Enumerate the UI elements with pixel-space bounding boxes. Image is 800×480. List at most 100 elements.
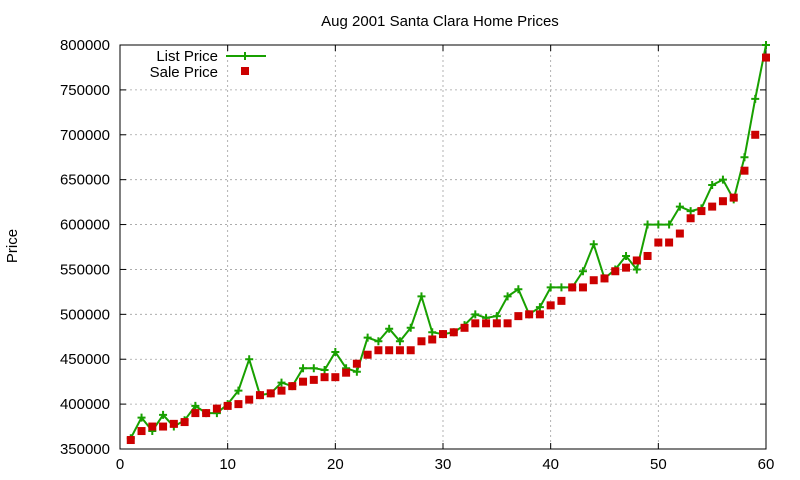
- data-point-sale-price: [255, 391, 264, 400]
- data-point-sale-price: [729, 193, 738, 202]
- data-point-list-price: [535, 303, 544, 312]
- data-point-sale-price: [751, 130, 760, 139]
- data-point-sale-price: [482, 319, 491, 328]
- data-point-sale-price: [137, 427, 146, 436]
- data-point-list-price: [740, 153, 749, 162]
- data-point-sale-price: [740, 166, 749, 175]
- data-point-sale-price: [395, 346, 404, 355]
- legend: List Price Sale Price: [150, 48, 266, 81]
- data-point-sale-price: [439, 330, 447, 339]
- data-point-sale-price: [762, 53, 770, 62]
- data-point-sale-price: [697, 207, 706, 216]
- data-point-sale-price: [352, 359, 361, 368]
- data-point-sale-price: [126, 436, 135, 445]
- data-point-list-price: [675, 202, 684, 211]
- y-tick-label: 450000: [60, 351, 110, 368]
- data-point-sale-price: [159, 422, 168, 431]
- legend-marker-sale-price: [241, 67, 249, 75]
- data-point-sale-price: [406, 346, 415, 355]
- data-point-list-price: [234, 386, 243, 395]
- data-point-list-price: [632, 265, 641, 274]
- data-point-list-price: [191, 401, 200, 410]
- data-point-list-price: [417, 292, 426, 301]
- x-tick-label: 50: [650, 456, 667, 473]
- data-point-list-price: [546, 283, 555, 292]
- y-tick-label: 600000: [60, 217, 110, 234]
- data-point-list-price: [589, 240, 598, 249]
- data-point-list-price: [428, 328, 437, 337]
- data-point-sale-price: [428, 335, 437, 344]
- data-point-list-price: [331, 348, 340, 357]
- data-point-sale-price: [675, 229, 684, 238]
- data-point-sale-price: [234, 400, 243, 409]
- data-point-list-price: [299, 364, 308, 373]
- data-point-list-price: [320, 365, 329, 374]
- axis-ticks: 0 10 20 30 40 50 60 350000 400000 450000 500000 550…: [60, 37, 774, 473]
- data-point-list-price: [385, 324, 394, 333]
- y-tick-label: 800000: [60, 37, 110, 54]
- y-tick-label: 400000: [60, 396, 110, 413]
- x-tick-label: 10: [219, 456, 236, 473]
- y-tick-label: 500000: [60, 306, 110, 323]
- data-point-sale-price: [514, 312, 523, 321]
- data-point-sale-price: [643, 251, 652, 260]
- data-point-list-price: [374, 337, 383, 346]
- data-point-sale-price: [460, 323, 469, 332]
- data-point-list-price: [654, 220, 663, 229]
- y-tick-label: 700000: [60, 127, 110, 144]
- data-point-sale-price: [589, 276, 598, 285]
- data-point-sale-price: [622, 263, 631, 272]
- legend-marker-list-price: [241, 52, 249, 60]
- x-tick-label: 60: [758, 456, 775, 473]
- data-point-list-price: [159, 410, 168, 419]
- grid: [120, 45, 766, 449]
- data-point-list-price: [751, 94, 760, 103]
- data-point-list-price: [578, 267, 587, 276]
- data-point-list-price: [137, 413, 146, 422]
- data-point-sale-price: [180, 418, 189, 427]
- data-point-sale-price: [148, 422, 157, 431]
- x-tick-label: 40: [542, 456, 559, 473]
- data-point-list-price: [503, 292, 512, 301]
- data-point-sale-price: [191, 409, 200, 418]
- data-point-list-price: [245, 355, 254, 364]
- data-point-sale-price: [718, 197, 727, 206]
- data-point-list-price: [352, 367, 361, 376]
- legend-label-sale-price: Sale Price: [150, 64, 218, 81]
- data-point-sale-price: [546, 301, 555, 310]
- data-point-sale-price: [568, 283, 577, 292]
- data-point-sale-price: [374, 346, 383, 355]
- data-point-sale-price: [449, 328, 458, 337]
- data-point-list-price: [492, 312, 501, 321]
- data-point-list-price: [718, 175, 727, 184]
- data-point-list-price: [643, 220, 652, 229]
- data-point-sale-price: [665, 238, 674, 247]
- y-axis-label: Price: [4, 229, 21, 263]
- data-point-sale-price: [331, 373, 340, 382]
- x-tick-label: 0: [116, 456, 124, 473]
- data-point-sale-price: [535, 310, 544, 319]
- data-point-list-price: [665, 220, 674, 229]
- data-point-sale-price: [202, 409, 211, 418]
- data-point-sale-price: [223, 401, 232, 410]
- data-point-sale-price: [299, 377, 308, 386]
- data-point-list-price: [557, 283, 566, 292]
- data-point-sale-price: [492, 319, 501, 328]
- data-point-sale-price: [525, 310, 534, 319]
- data-point-list-price: [762, 41, 770, 49]
- data-point-list-price: [471, 310, 480, 319]
- x-tick-label: 30: [435, 456, 452, 473]
- x-tick-label: 20: [327, 456, 344, 473]
- data-point-list-price: [686, 207, 695, 216]
- data-point-sale-price: [288, 382, 297, 391]
- data-point-list-price: [622, 251, 631, 260]
- data-point-sale-price: [600, 274, 609, 283]
- data-point-sale-price: [245, 395, 254, 404]
- data-point-sale-price: [417, 337, 426, 346]
- data-point-list-price: [406, 323, 415, 332]
- data-point-list-price: [363, 333, 372, 342]
- data-point-sale-price: [277, 386, 286, 395]
- data-point-sale-price: [471, 319, 480, 328]
